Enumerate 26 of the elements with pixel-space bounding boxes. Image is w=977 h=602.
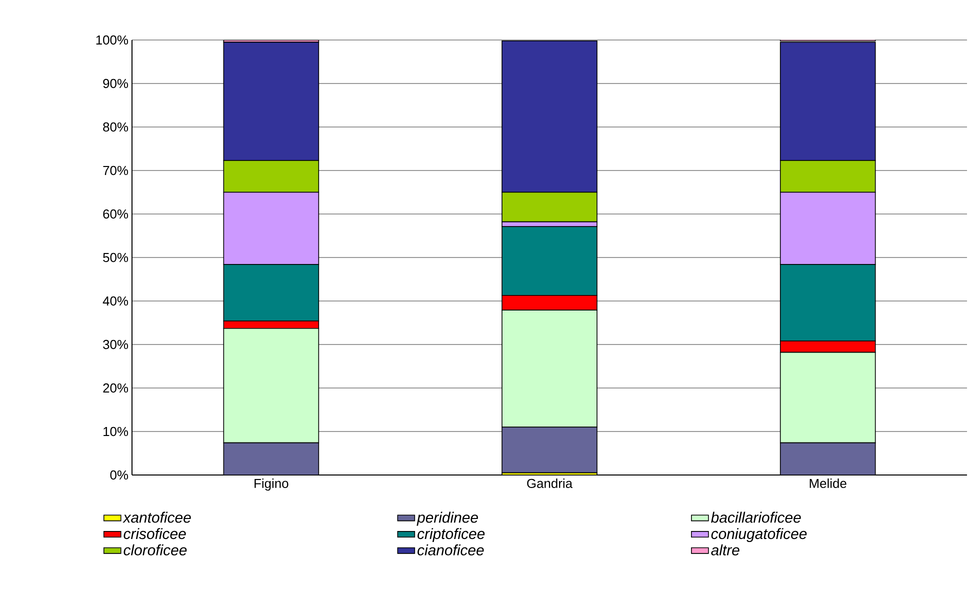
legend-label: altre xyxy=(711,544,740,556)
legend-label: cianoficee xyxy=(418,544,484,556)
y-tick-label: 80% xyxy=(103,122,128,132)
x-tick-label: Gandria xyxy=(527,478,573,488)
bar xyxy=(502,426,598,474)
y-tick-label: 50% xyxy=(103,252,128,262)
y-tick-label: 20% xyxy=(103,383,128,393)
legend-label: peridinee xyxy=(416,512,478,526)
x-tick-label: Figino xyxy=(254,478,288,491)
legend-label: cloroficee xyxy=(124,544,187,556)
legend-label: coniugatoficee xyxy=(711,528,807,542)
y-tick-label: 90% xyxy=(103,78,128,88)
y-tick-label: 60% xyxy=(103,209,128,219)
y-tick-label: 30% xyxy=(103,340,128,350)
x-tick-label: Melide xyxy=(810,478,846,488)
y-tick-label: 10% xyxy=(104,426,128,436)
y-tick-label: 40% xyxy=(102,296,128,306)
bar xyxy=(780,442,876,475)
legend-label: xantoficee xyxy=(122,512,191,523)
legend-label: crisoficee xyxy=(124,528,186,540)
y-tick-label: 100% xyxy=(96,35,128,45)
y-tick-label: 70% xyxy=(103,166,128,176)
legend-label: bacillarioficee xyxy=(711,512,801,523)
legend-label: criptoficee xyxy=(418,528,485,542)
bar xyxy=(223,442,320,475)
y-tick-label: 0% xyxy=(110,470,128,480)
